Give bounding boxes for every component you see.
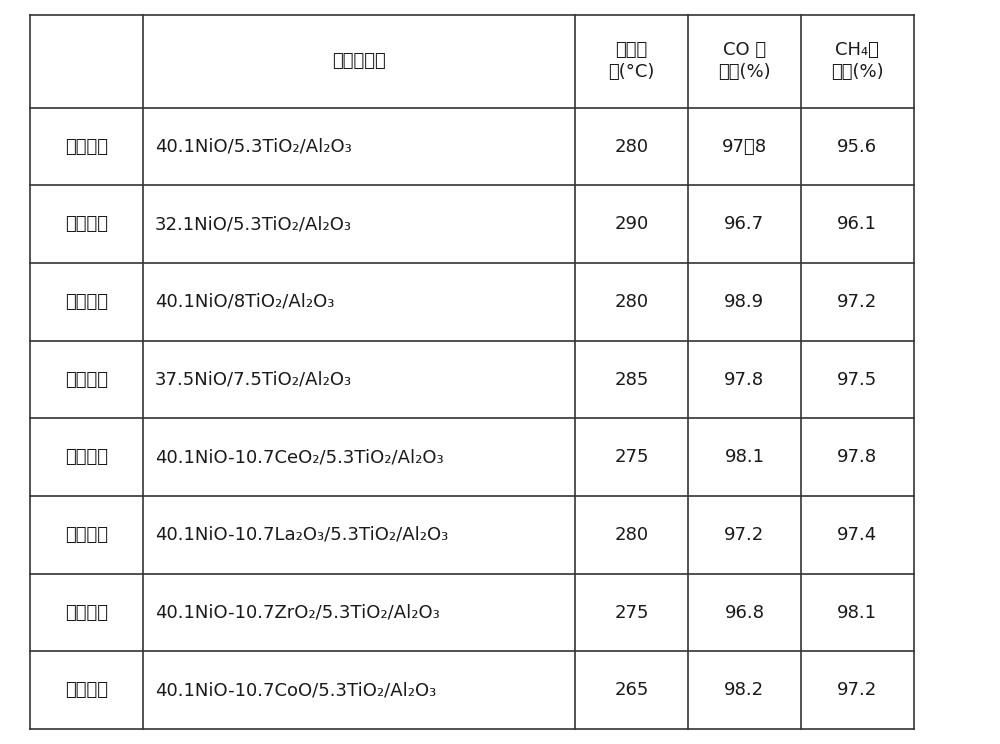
Text: CO 转
化率(%): CO 转 化率(%) xyxy=(718,41,771,81)
Text: 97．8: 97．8 xyxy=(722,138,767,155)
Text: 实施例四: 实施例四 xyxy=(65,371,108,388)
Text: 97.4: 97.4 xyxy=(837,526,877,544)
Text: 实施例八: 实施例八 xyxy=(65,682,108,699)
Text: 实施例六: 实施例六 xyxy=(65,526,108,544)
Text: 96.8: 96.8 xyxy=(724,603,764,621)
Text: 实施例五: 实施例五 xyxy=(65,449,108,466)
Text: 37.5NiO/7.5TiO₂/Al₂O₃: 37.5NiO/7.5TiO₂/Al₂O₃ xyxy=(155,371,352,388)
Text: 40.1NiO-10.7CeO₂/5.3TiO₂/Al₂O₃: 40.1NiO-10.7CeO₂/5.3TiO₂/Al₂O₃ xyxy=(155,449,443,466)
Text: 40.1NiO/5.3TiO₂/Al₂O₃: 40.1NiO/5.3TiO₂/Al₂O₃ xyxy=(155,138,352,155)
Text: 275: 275 xyxy=(614,449,649,466)
Text: 实施例二: 实施例二 xyxy=(65,215,108,233)
Text: 98.9: 98.9 xyxy=(724,293,764,311)
Text: 实施例七: 实施例七 xyxy=(65,603,108,621)
Text: 反应温
度(°C): 反应温 度(°C) xyxy=(608,41,655,81)
Text: 280: 280 xyxy=(615,526,649,544)
Text: 280: 280 xyxy=(615,293,649,311)
Text: 40.1NiO/8TiO₂/Al₂O₃: 40.1NiO/8TiO₂/Al₂O₃ xyxy=(155,293,334,311)
Text: 290: 290 xyxy=(614,215,649,233)
Text: 催化剂组成: 催化剂组成 xyxy=(332,52,386,70)
Text: 40.1NiO-10.7ZrO₂/5.3TiO₂/Al₂O₃: 40.1NiO-10.7ZrO₂/5.3TiO₂/Al₂O₃ xyxy=(155,603,440,621)
Text: 265: 265 xyxy=(614,682,649,699)
Text: 32.1NiO/5.3TiO₂/Al₂O₃: 32.1NiO/5.3TiO₂/Al₂O₃ xyxy=(155,215,352,233)
Text: 96.1: 96.1 xyxy=(837,215,877,233)
Text: CH₄选
择性(%): CH₄选 择性(%) xyxy=(831,41,884,81)
Text: 98.1: 98.1 xyxy=(724,449,764,466)
Text: 275: 275 xyxy=(614,603,649,621)
Text: 95.6: 95.6 xyxy=(837,138,877,155)
Text: 97.5: 97.5 xyxy=(837,371,877,388)
Text: 96.7: 96.7 xyxy=(724,215,764,233)
Text: 280: 280 xyxy=(615,138,649,155)
Text: 98.1: 98.1 xyxy=(837,603,877,621)
Text: 97.8: 97.8 xyxy=(837,449,877,466)
Text: 285: 285 xyxy=(614,371,649,388)
Text: 40.1NiO-10.7La₂O₃/5.3TiO₂/Al₂O₃: 40.1NiO-10.7La₂O₃/5.3TiO₂/Al₂O₃ xyxy=(155,526,448,544)
Text: 97.2: 97.2 xyxy=(724,526,765,544)
Text: 实施例一: 实施例一 xyxy=(65,138,108,155)
Text: 40.1NiO-10.7CoO/5.3TiO₂/Al₂O₃: 40.1NiO-10.7CoO/5.3TiO₂/Al₂O₃ xyxy=(155,682,436,699)
Text: 97.2: 97.2 xyxy=(837,682,877,699)
Text: 98.2: 98.2 xyxy=(724,682,764,699)
Text: 97.8: 97.8 xyxy=(724,371,764,388)
Text: 实施例三: 实施例三 xyxy=(65,293,108,311)
Text: 97.2: 97.2 xyxy=(837,293,877,311)
